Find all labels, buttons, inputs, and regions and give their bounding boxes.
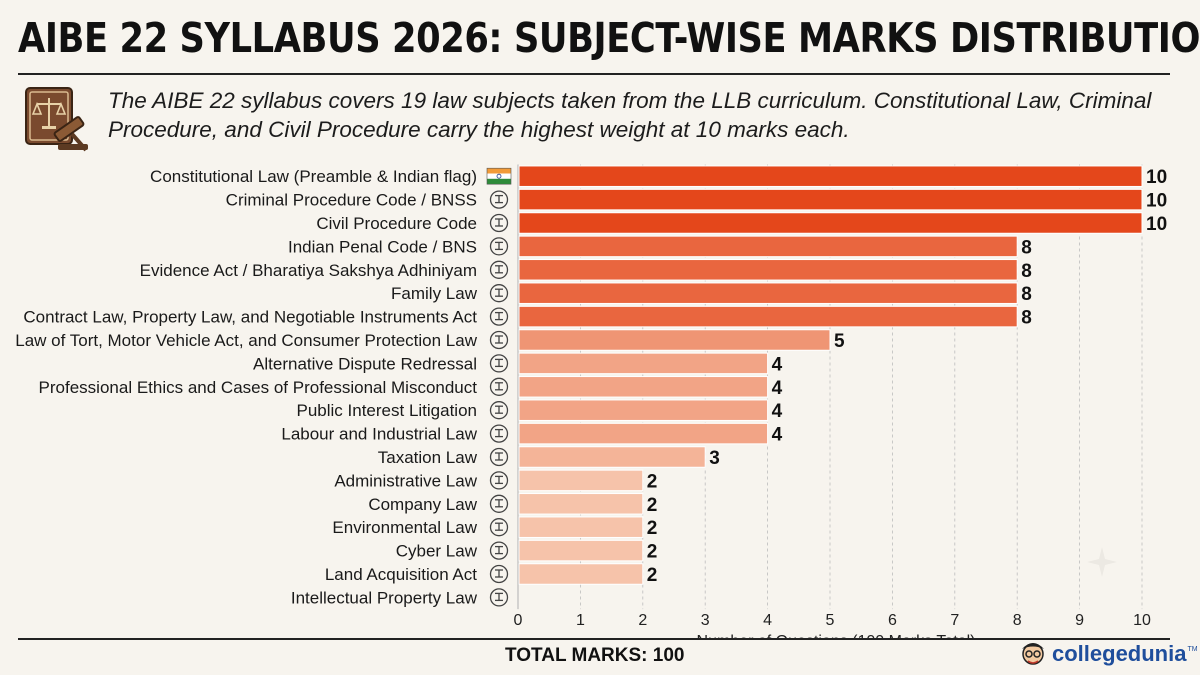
bar-value-label: 2	[647, 565, 658, 586]
category-label: Cyber Law	[396, 542, 478, 561]
category-label: Labour and Industrial Law	[281, 425, 477, 444]
category-label: Constitutional Law (Preamble & Indian fl…	[150, 167, 477, 186]
title-divider	[18, 73, 1170, 75]
bar	[518, 563, 644, 585]
x-tick-label: 5	[826, 612, 835, 629]
bar	[518, 493, 644, 515]
bar	[518, 282, 1018, 304]
surveyor-icon	[489, 564, 509, 584]
category-label: Taxation Law	[378, 448, 478, 467]
bar	[518, 469, 644, 492]
bar-value-label: 2	[647, 518, 658, 539]
category-label: Intellectual Property Law	[291, 588, 478, 607]
page-title: AIBE 22 SYLLABUS 2026: SUBJECT-WISE MARK…	[18, 14, 1200, 62]
bar-value-label: 5	[834, 331, 845, 352]
x-tick-label: 10	[1133, 612, 1151, 629]
scales-icon	[489, 237, 509, 256]
ethics-book-icon	[489, 377, 509, 396]
bar	[518, 422, 769, 445]
indian-flag-icon	[486, 167, 512, 185]
laptop-lock-icon	[489, 541, 509, 560]
category-label: Environmental Law	[332, 518, 477, 537]
lightbulb-icon	[489, 588, 509, 607]
total-marks: TOTAL MARKS: 100	[505, 645, 685, 666]
gavel-icon	[489, 190, 509, 209]
court-building-icon	[489, 213, 509, 233]
x-tick-label: 0	[514, 612, 523, 629]
handshake-icon	[489, 307, 509, 326]
bar	[518, 235, 1018, 258]
evidence-document-icon	[489, 260, 509, 279]
bar	[518, 352, 769, 375]
category-label: Family Law	[391, 284, 478, 303]
bar	[518, 329, 831, 351]
x-tick-label: 1	[576, 612, 585, 629]
category-label: Administrative Law	[334, 471, 477, 490]
x-axis-title: Number of Questions (100 Marks Total)	[697, 633, 976, 640]
bar	[518, 516, 644, 538]
bar	[518, 376, 769, 398]
category-label: Alternative Dispute Redressal	[253, 354, 477, 373]
bar	[518, 399, 769, 421]
sparkle-icon	[1087, 547, 1117, 577]
bar	[518, 259, 1018, 281]
brand-name: collegedunia	[1052, 641, 1187, 666]
bar	[518, 305, 1018, 328]
mediation-icon	[489, 354, 509, 373]
people-globe-icon	[489, 401, 509, 420]
category-label: Indian Penal Code / BNS	[288, 237, 477, 256]
government-building-icon	[489, 471, 509, 490]
x-tick-label: 2	[638, 612, 647, 629]
bar-value-label: 2	[647, 495, 658, 516]
category-label: Law of Tort, Motor Vehicle Act, and Cons…	[15, 331, 477, 350]
bar	[518, 188, 1143, 211]
category-label: Criminal Procedure Code / BNSS	[226, 191, 477, 210]
law-book-gavel-icon	[25, 87, 88, 152]
bar-value-label: 3	[709, 448, 720, 469]
bar-value-label: 4	[772, 354, 783, 375]
x-tick-label: 7	[950, 612, 959, 629]
car-shield-icon	[489, 330, 509, 350]
x-tick-label: 9	[1075, 612, 1084, 629]
x-tick-label: 3	[701, 612, 710, 629]
bar-value-label: 8	[1021, 284, 1032, 305]
x-tick-label: 6	[888, 612, 897, 629]
bar-value-label: 10	[1146, 167, 1167, 188]
bar-value-label: 4	[772, 401, 783, 422]
category-label: Land Acquisition Act	[325, 565, 477, 584]
category-label: Civil Procedure Code	[316, 214, 477, 233]
bar-value-label: 4	[772, 425, 783, 446]
bar-value-label: 10	[1146, 191, 1167, 212]
mascot-icon	[1022, 643, 1044, 665]
bar	[518, 212, 1143, 234]
briefcase-icon	[489, 494, 509, 513]
collegedunia-logo: collegedunia TM	[1018, 636, 1198, 672]
family-icon	[489, 284, 509, 303]
intro-text: The AIBE 22 syllabus covers 19 law subje…	[108, 88, 1152, 142]
money-calculator-icon	[489, 447, 509, 467]
category-label: Company Law	[368, 495, 477, 514]
category-label: Professional Ethics and Cases of Profess…	[39, 378, 478, 397]
tools-icon	[489, 424, 509, 443]
bar	[518, 165, 1143, 187]
x-tick-label: 4	[763, 612, 772, 629]
bar	[518, 539, 644, 562]
bar	[518, 446, 706, 468]
bar-value-label: 8	[1021, 308, 1032, 329]
trademark-mark: TM	[1187, 645, 1198, 653]
bar-value-label: 2	[647, 471, 658, 492]
x-tick-label: 8	[1013, 612, 1022, 629]
bar-value-label: 8	[1021, 261, 1032, 282]
category-label: Evidence Act / Bharatiya Sakshya Adhiniy…	[140, 261, 477, 280]
category-label: Contract Law, Property Law, and Negotiab…	[23, 308, 477, 327]
bar-value-label: 10	[1146, 214, 1167, 235]
bar-value-label: 4	[772, 378, 783, 399]
globe-icon	[489, 518, 509, 537]
category-label: Public Interest Litigation	[297, 401, 478, 420]
bar-value-label: 8	[1021, 237, 1032, 258]
bar-value-label: 2	[647, 542, 658, 563]
footer-divider	[18, 638, 1170, 640]
